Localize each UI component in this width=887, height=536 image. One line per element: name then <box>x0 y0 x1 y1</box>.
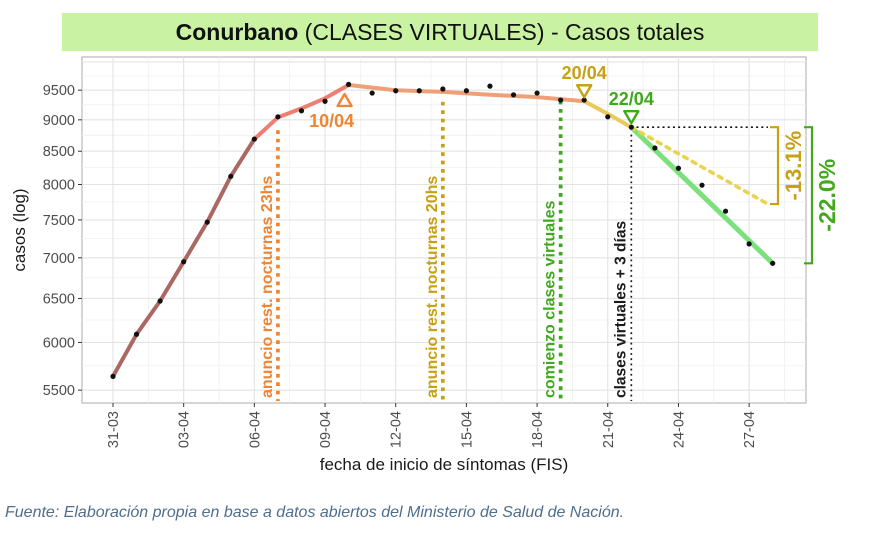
trend-segment-plateau <box>346 83 587 104</box>
data-point <box>181 259 187 265</box>
y-axis-title: casos (log) <box>10 188 29 271</box>
data-point <box>416 88 422 94</box>
data-point <box>675 165 682 171</box>
data-point <box>605 114 611 120</box>
data-point <box>487 83 493 89</box>
y-tick-label: 9000 <box>43 113 75 129</box>
data-point <box>228 173 234 179</box>
date-marker-label: 10/04 <box>309 111 354 131</box>
x-tick-label: 15-04 <box>459 411 475 448</box>
data-point <box>275 114 281 120</box>
event-label-22: clases virtuales + 3 días <box>612 221 629 398</box>
x-tick-label: 09-04 <box>318 411 334 448</box>
chart-title: Conurbano (CLASES VIRTUALES) - Casos tot… <box>62 13 818 51</box>
data-point <box>463 88 469 94</box>
data-point <box>251 136 257 142</box>
x-tick-label: 27-04 <box>742 411 758 448</box>
data-point <box>722 208 729 214</box>
chart-title-rest: (CLASES VIRTUALES) - Casos totales <box>298 19 705 45</box>
x-tick-label: 18-04 <box>530 411 546 448</box>
event-label-19: comienzo clases virtuales <box>542 200 559 398</box>
data-point <box>393 88 399 94</box>
triangle-down-marker <box>576 84 593 99</box>
y-tick-label: 7500 <box>43 213 75 229</box>
x-tick-label: 31-03 <box>106 411 122 448</box>
y-tick-label: 6500 <box>43 291 75 307</box>
x-axis-title: fecha de inicio de síntomas (FIS) <box>320 455 569 474</box>
triangle-down-marker <box>623 110 640 125</box>
date-marker-label: 20/04 <box>562 63 607 83</box>
x-tick-label: 12-04 <box>389 411 405 448</box>
event-label-7: anuncio rest. nocturnas 23hs <box>259 176 276 398</box>
y-tick-label: 9500 <box>43 83 75 99</box>
drop-label-1: -22.0% <box>814 159 840 232</box>
data-point <box>699 182 705 188</box>
data-point <box>440 86 446 92</box>
drop-label-0: -13.1% <box>781 131 806 201</box>
y-tick-label: 8500 <box>43 144 75 160</box>
source-note: Fuente: Elaboración propia en base a dat… <box>5 504 625 521</box>
date-marker-label: 22/04 <box>609 89 654 109</box>
data-point <box>628 124 634 130</box>
data-point <box>157 298 163 304</box>
y-tick-label: 8000 <box>43 177 75 193</box>
y-tick-label: 7000 <box>43 251 75 267</box>
data-point <box>298 108 305 114</box>
trend-segment-projection <box>629 125 770 206</box>
x-tick-label: 03-04 <box>177 411 193 448</box>
data-point <box>322 98 328 104</box>
data-point <box>110 373 116 379</box>
data-point <box>510 92 517 98</box>
data-point <box>770 260 776 266</box>
drop-bracket-0 <box>770 126 780 206</box>
drop-bracket-1 <box>804 126 814 265</box>
data-point <box>581 97 587 103</box>
data-point <box>652 145 658 151</box>
chart-title-bold: Conurbano <box>175 19 299 45</box>
data-point <box>746 241 752 247</box>
data-point <box>133 331 140 337</box>
event-label-14: anuncio rest. nocturnas 20hs <box>424 176 441 398</box>
x-tick-label: 21-04 <box>601 411 617 448</box>
triangle-up-marker <box>336 92 353 108</box>
data-point <box>369 90 375 96</box>
data-point <box>346 81 352 88</box>
x-tick-label: 06-04 <box>247 411 263 448</box>
data-point <box>558 97 564 103</box>
x-tick-label: 24-04 <box>671 411 687 448</box>
y-tick-label: 5500 <box>43 383 75 399</box>
data-point <box>534 90 540 96</box>
data-point <box>204 219 210 225</box>
y-tick-label: 6000 <box>43 335 75 351</box>
trend-segment-transition <box>582 99 634 130</box>
